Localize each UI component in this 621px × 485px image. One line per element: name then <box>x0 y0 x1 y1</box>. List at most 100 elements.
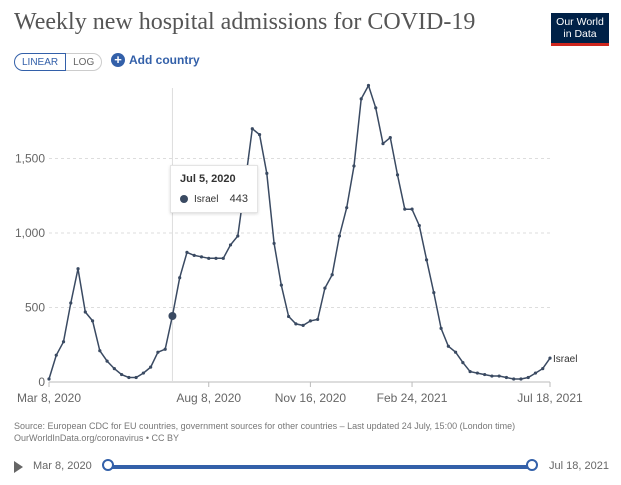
add-country-button[interactable]: + Add country <box>111 53 200 67</box>
data-point <box>533 371 538 375</box>
data-point <box>178 276 182 280</box>
owid-logo[interactable]: Our World in Data <box>551 13 609 46</box>
data-point <box>287 314 291 319</box>
data-point <box>330 273 334 277</box>
data-point <box>149 365 153 369</box>
tooltip-value: 443 <box>229 193 248 205</box>
data-point <box>475 371 479 375</box>
data-point <box>54 353 58 357</box>
y-tick-label: 500 <box>25 301 45 315</box>
data-point <box>497 374 501 378</box>
data-point <box>323 286 327 290</box>
data-point <box>541 366 545 371</box>
data-point <box>301 323 305 327</box>
timeline-end-label: Jul 18, 2021 <box>549 460 609 472</box>
series-end-label: Israel <box>553 354 577 365</box>
data-point <box>185 250 189 254</box>
data-point <box>47 377 51 381</box>
data-point <box>483 372 487 377</box>
data-point <box>192 253 196 257</box>
data-point <box>279 283 283 287</box>
timeline-track[interactable] <box>108 465 532 469</box>
data-point <box>257 133 262 137</box>
source-text: Source: European CDC for EU countries, g… <box>14 421 516 431</box>
linear-scale-button[interactable]: LINEAR <box>14 53 67 71</box>
logo-line-1: Our World <box>556 16 604 28</box>
data-point <box>439 326 443 330</box>
data-point <box>410 207 414 211</box>
data-point <box>120 372 124 377</box>
data-point <box>236 234 240 238</box>
data-point <box>374 106 378 110</box>
data-point <box>61 340 66 344</box>
tooltip-row: Israel 443 <box>180 193 248 205</box>
data-point <box>98 349 102 353</box>
data-point <box>403 207 407 211</box>
timeline-start-label: Mar 8, 2020 <box>33 460 92 472</box>
data-point <box>395 173 400 177</box>
play-icon[interactable] <box>14 461 23 473</box>
x-tick-label: Nov 16, 2020 <box>275 391 347 405</box>
data-point <box>424 258 429 262</box>
data-point <box>352 164 356 168</box>
data-point <box>432 291 436 295</box>
data-point <box>308 319 312 323</box>
data-point <box>504 375 509 380</box>
data-point <box>526 375 530 380</box>
data-point <box>221 256 225 260</box>
data-point <box>265 171 269 175</box>
hover-tooltip: Jul 5, 2020 Israel 443 <box>170 165 258 213</box>
data-point <box>199 255 204 259</box>
data-point <box>388 136 392 140</box>
data-point <box>366 83 371 88</box>
series-line-israel <box>48 83 551 380</box>
timeline-start-handle[interactable] <box>102 459 114 471</box>
scale-toggle: LINEAR LOG <box>14 53 103 71</box>
source-url[interactable]: OurWorldInData.org/coronavirus • CC BY <box>14 433 180 443</box>
data-point <box>76 267 80 271</box>
source-note: Source: European CDC for EU countries, g… <box>14 420 515 444</box>
tooltip-date: Jul 5, 2020 <box>180 173 236 185</box>
data-point <box>490 374 494 378</box>
log-scale-button[interactable]: LOG <box>66 53 103 71</box>
y-tick-label: 0 <box>38 375 45 389</box>
data-point <box>337 234 342 238</box>
tooltip-series-name: Israel <box>194 193 219 205</box>
timeline-end-handle[interactable] <box>526 459 538 471</box>
data-point <box>345 206 349 210</box>
x-tick-label: Aug 8, 2020 <box>176 391 241 405</box>
data-point <box>83 310 87 314</box>
data-point <box>69 301 73 305</box>
data-point <box>214 256 218 260</box>
data-point <box>105 359 109 363</box>
data-point <box>250 127 254 131</box>
data-point <box>454 350 458 354</box>
x-tick-label: Feb 24, 2021 <box>377 391 448 405</box>
data-point <box>461 361 465 365</box>
data-point <box>272 241 276 246</box>
data-point <box>548 356 552 360</box>
data-point <box>134 375 138 380</box>
data-point <box>127 375 131 380</box>
data-point <box>417 223 421 228</box>
data-point <box>141 371 145 375</box>
series-color-dot <box>180 195 188 203</box>
data-point <box>90 319 95 323</box>
data-point <box>207 256 211 260</box>
data-point <box>359 97 363 101</box>
data-point <box>163 347 167 351</box>
x-tick-label: Mar 8, 2020 <box>17 391 81 405</box>
data-point <box>381 142 385 146</box>
y-tick-label: 1,500 <box>15 152 45 166</box>
add-country-label: Add country <box>129 53 200 67</box>
chart-title: Weekly new hospital admissions for COVID… <box>14 9 476 35</box>
data-point <box>512 377 516 381</box>
data-point <box>156 350 160 354</box>
y-tick-label: 1,000 <box>15 226 45 240</box>
logo-line-2: in Data <box>563 28 597 40</box>
data-point <box>446 344 450 348</box>
line-chart[interactable]: 0 500 1,000 1,500 Mar 8, 2020 Aug 8, 2020 Nov … <box>0 80 621 410</box>
timeline: Mar 8, 2020 Jul 18, 2021 <box>14 458 614 476</box>
data-point <box>316 317 320 322</box>
hover-point <box>168 311 177 320</box>
